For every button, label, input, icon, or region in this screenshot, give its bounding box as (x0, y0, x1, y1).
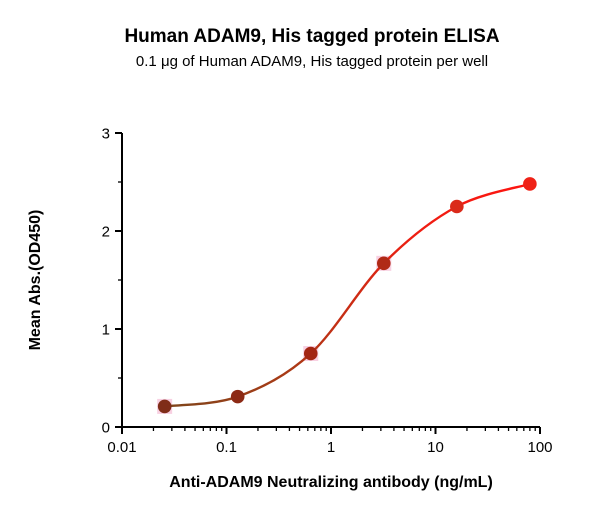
y-tick-label: 1 (102, 322, 110, 339)
chart-title: Human ADAM9, His tagged protein ELISA (124, 26, 499, 47)
data-point (376, 256, 391, 271)
x-tick-label: 10 (427, 439, 444, 456)
x-tick-label: 100 (527, 439, 552, 456)
y-tick-label: 3 (102, 126, 110, 143)
chart-subtitle: 0.1 μg of Human ADAM9, His tagged protei… (136, 53, 488, 70)
y-axis-title: Mean Abs.(OD450) (27, 210, 44, 351)
y-tick-label: 2 (102, 224, 110, 241)
y-tick-label: 0 (102, 420, 110, 437)
x-axis-title: Anti-ADAM9 Neutralizing antibody (ng/mL) (169, 474, 493, 491)
dose-response-curve (163, 182, 532, 408)
data-point (230, 389, 245, 404)
data-point (523, 177, 537, 191)
plot-area: 0 1 2 3 0.01 0.1 1 10 100 Anti-ADAM9 Neutralizing… (27, 126, 553, 492)
data-point (157, 399, 172, 414)
axis-spines (121, 133, 540, 428)
x-tick-label: 0.01 (107, 439, 136, 456)
data-point (303, 346, 318, 361)
data-point (450, 199, 464, 214)
x-tick-label: 0.1 (216, 439, 237, 456)
x-tick-label: 1 (327, 439, 335, 456)
